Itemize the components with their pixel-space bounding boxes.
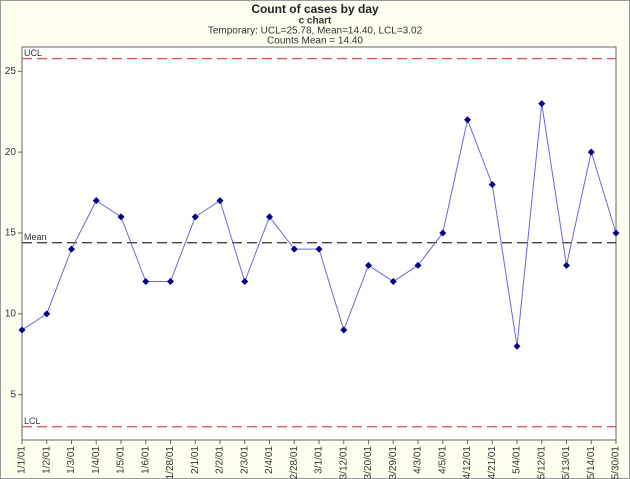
note: Temporary: UCL=25.78, Mean=14.40, LCL=3.… — [208, 26, 423, 37]
data-point — [563, 261, 570, 269]
data-point — [191, 213, 199, 221]
y-tick-label: 10 — [5, 308, 17, 319]
x-tick-label: 4/3/01 — [413, 446, 424, 474]
data-point — [340, 326, 348, 334]
chart-subtitle: c chart — [299, 16, 332, 27]
y-tick-label: 25 — [5, 66, 17, 77]
data-point — [241, 278, 249, 286]
x-tick-label: 2/4/01 — [264, 446, 275, 474]
data-point — [439, 229, 447, 237]
x-tick-label: 1/4/01 — [91, 446, 102, 474]
x-tick-label: 5/14/01 — [586, 446, 597, 479]
data-point — [315, 245, 323, 253]
chart-title: Count of cases by day — [251, 2, 379, 16]
x-tick-label: 2/3/01 — [239, 446, 250, 474]
x-tick-label: 1/6/01 — [140, 446, 151, 474]
data-point — [538, 100, 546, 108]
y-tick-label: 5 — [10, 389, 16, 400]
data-point — [18, 326, 26, 334]
x-tick-label: 4/5/01 — [437, 446, 448, 474]
data-point — [68, 245, 75, 253]
data-point — [488, 180, 496, 188]
x-tick-label: 1/2/01 — [41, 446, 52, 474]
plot-area — [21, 46, 617, 441]
control-label: Mean — [24, 232, 47, 242]
data-point — [587, 148, 595, 156]
control-label: UCL — [24, 48, 42, 58]
data-point — [513, 342, 521, 350]
x-tick-label: 3/12/01 — [338, 446, 349, 479]
data-point — [142, 278, 150, 286]
data-point — [117, 213, 125, 221]
x-tick-label: 5/13/01 — [561, 446, 572, 479]
data-point — [464, 116, 471, 124]
x-tick-label: 5/12/01 — [536, 446, 547, 479]
data-point — [414, 261, 422, 269]
x-tick-label: 1/1/01 — [17, 446, 28, 474]
x-tick-label: 3/29/01 — [388, 446, 399, 479]
x-tick-label: 3/1/01 — [314, 446, 325, 474]
x-tick-label: 1/3/01 — [66, 446, 77, 474]
note: Counts Mean = 14.40 — [267, 36, 363, 47]
x-tick-label: 1/5/01 — [116, 446, 127, 474]
data-point — [43, 310, 51, 318]
data-point — [290, 245, 298, 253]
x-tick-label: 2/28/01 — [289, 446, 300, 479]
y-tick-label: 15 — [5, 228, 17, 239]
data-point — [216, 197, 224, 205]
x-tick-label: 5/4/01 — [512, 446, 523, 474]
x-tick-label: 4/21/01 — [487, 446, 498, 479]
data-point — [92, 197, 100, 205]
data-point — [167, 278, 174, 286]
x-tick-label: 2/1/01 — [190, 446, 201, 474]
x-tick-label: 2/2/01 — [215, 446, 226, 474]
x-tick-label: 3/20/01 — [363, 446, 374, 479]
data-point — [389, 278, 397, 286]
data-point — [365, 261, 372, 269]
x-tick-label: 1/28/01 — [165, 446, 176, 479]
x-tick-label: 4/12/01 — [462, 446, 473, 479]
x-tick-label: 5/30/01 — [611, 446, 622, 479]
data-point — [266, 213, 273, 221]
y-tick-label: 20 — [5, 147, 17, 158]
control-label: LCL — [24, 416, 41, 426]
data-point — [612, 229, 620, 237]
